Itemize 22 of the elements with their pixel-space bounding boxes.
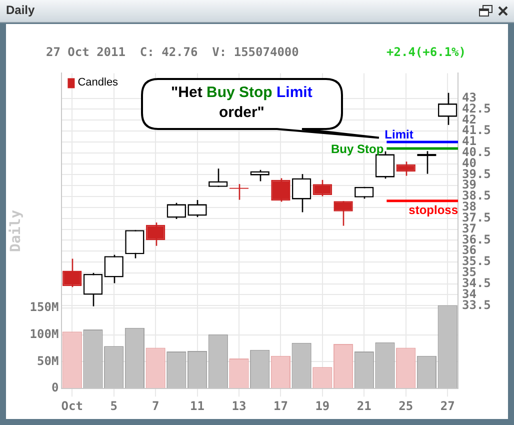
x-tick-label: 27 — [440, 398, 455, 413]
y2-tick-label: 0 — [51, 380, 59, 395]
x-tick-label: 11 — [190, 398, 204, 413]
chart-title: Daily — [6, 3, 35, 17]
y2-tick-label: 150M — [30, 300, 59, 314]
ref-line-label: Buy Stop — [330, 142, 384, 156]
x-tick-label: Oct — [61, 398, 83, 413]
x-tick-label: 19 — [315, 398, 330, 413]
x-tick-label: 21 — [356, 398, 372, 413]
ref-line-label: stoploss — [408, 203, 458, 218]
text: +2.4(+6.1%) — [386, 45, 466, 59]
annotation: "Het Buy Stop Limit order" — [171, 84, 312, 122]
x-tick-label: 25 — [398, 398, 414, 413]
x-tick-label: 7 — [152, 398, 160, 413]
x-tick-label: 17 — [273, 398, 288, 413]
x-tick-label: 5 — [110, 398, 118, 413]
legend-label: Candles — [78, 76, 119, 89]
y2-tick-label: 50M — [37, 354, 59, 368]
ref-line-label: Limit — [384, 127, 414, 142]
y2-tick-label: 100M — [30, 326, 59, 341]
x-tick-label: 13 — [232, 398, 246, 413]
chart-subtitle: 27 Oct 2011 C: 42.76 V: 155074000 — [46, 45, 299, 59]
